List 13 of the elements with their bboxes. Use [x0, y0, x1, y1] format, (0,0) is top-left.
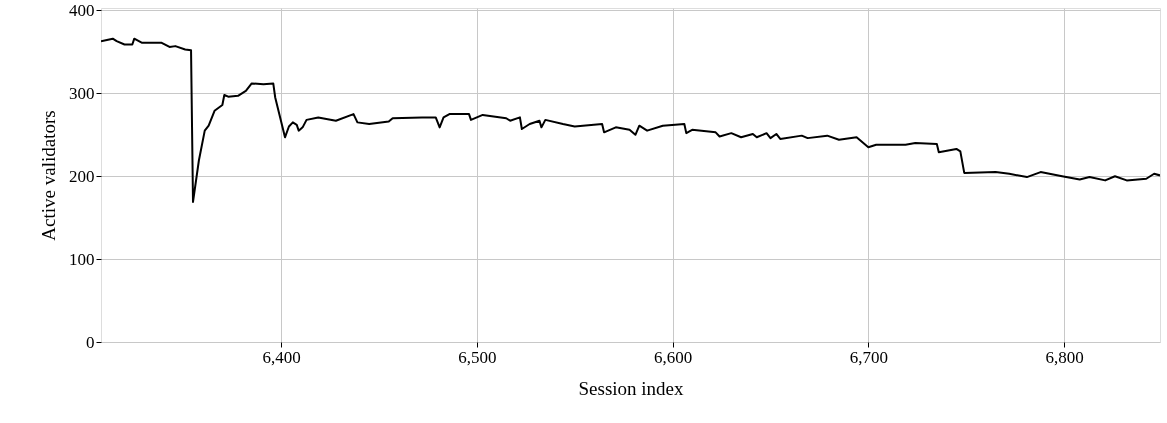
x-tick-label: 6,700 — [849, 347, 888, 367]
x-tick-label: 6,600 — [653, 347, 693, 367]
y-tick-label: 300 — [69, 83, 95, 103]
line-series — [101, 37, 1160, 203]
y-tick-label: 400 — [69, 0, 95, 20]
y-axis-title: Active validators — [38, 110, 59, 241]
y-tick-label: 200 — [69, 166, 95, 186]
x-tick-label: 6,400 — [262, 347, 301, 367]
x-axis-title: Session index — [578, 377, 685, 399]
y-tick-label: 100 — [69, 249, 95, 269]
x-tick-label: 6,500 — [458, 347, 497, 367]
x-tick-label: 6,800 — [1045, 347, 1084, 367]
y-tick-label: 0 — [86, 332, 95, 352]
